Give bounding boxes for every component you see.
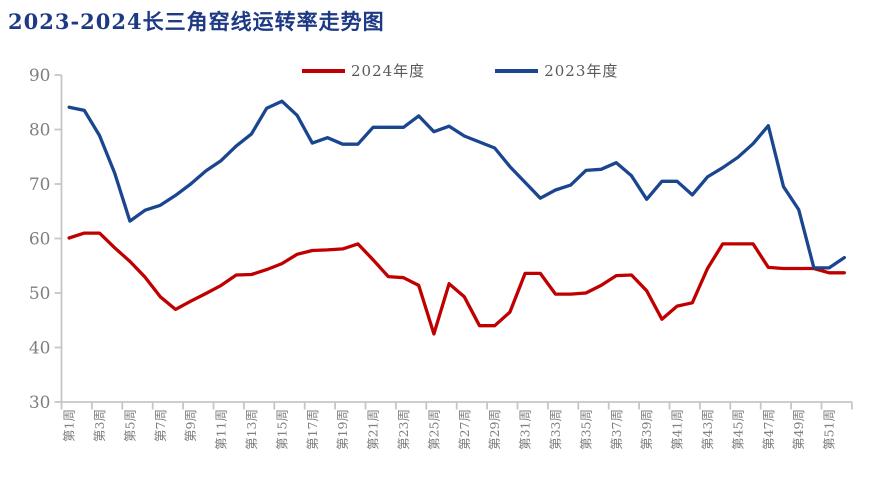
- x-tick-label: 第5周: [122, 409, 137, 442]
- y-tick-label: 60: [29, 230, 51, 250]
- legend-label-2023: 2023年度: [544, 62, 619, 80]
- x-tick-label: 第19周: [335, 409, 350, 450]
- legend-line-2023-icon: [495, 68, 539, 73]
- x-tick-label: 第21周: [366, 409, 381, 450]
- legend-line-2024-icon: [302, 68, 345, 73]
- legend: 2024年度 2023年度: [302, 60, 618, 81]
- x-tick-label: 第25周: [426, 409, 441, 450]
- series-line-2023: [67, 99, 846, 270]
- x-tick-label: 第29周: [487, 409, 502, 450]
- x-tick-label: 第41周: [670, 409, 685, 450]
- x-tick-label: 第23周: [396, 409, 411, 450]
- x-tick-label: 第3周: [92, 409, 107, 442]
- x-tick-label: 第1周: [62, 409, 77, 442]
- x-tick-label: 第51周: [822, 409, 837, 450]
- x-tick-label: 第39周: [639, 409, 654, 450]
- legend-item-2024: 2024年度: [302, 60, 425, 81]
- y-tick-label: 90: [29, 66, 51, 86]
- x-tick-label: 第11周: [214, 409, 229, 450]
- chart-title: 2023-2024长三角窑线运转率走势图: [8, 9, 385, 34]
- x-tick-label: 第33周: [548, 409, 563, 450]
- y-tick-label: 70: [29, 175, 51, 195]
- series-line-2024: [67, 231, 846, 336]
- x-tick-label: 第43周: [700, 409, 715, 450]
- legend-label-2024: 2024年度: [351, 62, 426, 80]
- y-tick-label: 50: [29, 284, 51, 304]
- x-tick-label: 第17周: [305, 409, 320, 450]
- x-tick-label: 第27周: [457, 409, 472, 450]
- x-tick-label: 第49周: [791, 409, 806, 450]
- x-tick-label: 第47周: [761, 409, 776, 450]
- x-tick-label: 第45周: [730, 409, 745, 450]
- x-tick-label: 第31周: [518, 409, 533, 450]
- x-tick-label: 第13周: [244, 409, 259, 450]
- x-tick-label: 第35周: [578, 409, 593, 450]
- y-tick-label: 30: [29, 393, 51, 413]
- x-tick-label: 第7周: [153, 409, 168, 442]
- y-tick-label: 40: [29, 339, 51, 359]
- y-tick-label: 80: [29, 121, 51, 141]
- x-tick-label: 第37周: [609, 409, 624, 450]
- x-tick-label: 第9周: [183, 409, 198, 442]
- x-tick-label: 第15周: [274, 409, 289, 450]
- legend-item-2023: 2023年度: [495, 60, 618, 81]
